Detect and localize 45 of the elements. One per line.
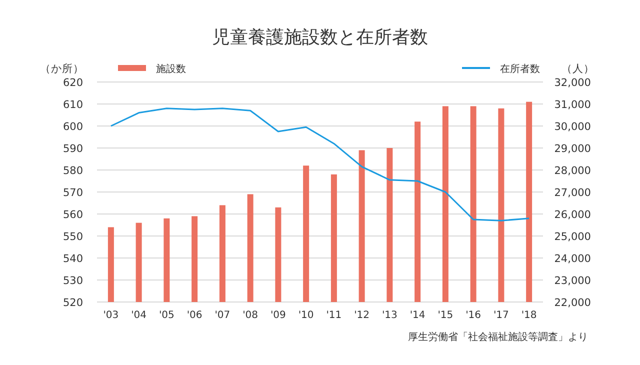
x-tick-label: '03 [103,310,119,321]
x-tick-label: '05 [158,310,174,321]
y2-tick-label: 32,000 [554,77,591,89]
y2-tick-label: 24,000 [554,253,591,265]
y-tick-label: 540 [62,253,83,265]
x-tick-label: '04 [131,310,147,321]
x-tick-label: '09 [270,310,286,321]
y2-tick-label: 30,000 [554,121,591,133]
x-tick-label: '18 [521,310,537,321]
y2-axis-title: （人） [562,63,594,75]
y2-tick-label: 31,000 [554,99,591,111]
y-tick-label: 580 [62,165,83,177]
x-tick-label: '14 [410,310,426,321]
legend-label: 在所者数 [500,63,540,75]
text: 厚生労働省「社会福祉施設等調査」より [408,331,588,343]
y2-tick-label: 29,000 [554,143,591,155]
x-tick-label: '16 [466,310,482,321]
y-axis-title: （か所） [40,62,84,75]
x-tick-label: '08 [242,310,258,321]
x-tick-label: '17 [493,310,509,321]
y2-tick-label: 28,000 [554,165,591,177]
y-tick-label: 590 [62,143,83,155]
x-tick-label: '12 [354,310,370,321]
x-tick-label: '15 [438,310,454,321]
y-tick-label: 570 [62,187,83,199]
y-tick-label: 600 [62,121,83,133]
chart-title: 児童養護施設数と在所者数 [212,27,428,48]
y2-tick-label: 26,000 [554,209,591,221]
x-tick-label: '13 [382,310,398,321]
y-tick-label: 530 [62,275,83,287]
x-tick-label: '11 [326,310,342,321]
y-tick-label: 520 [62,297,83,309]
y2-tick-label: 27,000 [554,187,591,199]
y-tick-label: 620 [62,77,83,89]
y2-tick-label: 25,000 [554,231,591,243]
y2-tick-label: 22,000 [554,297,591,309]
x-tick-label: '07 [214,310,230,321]
line-series [110,108,530,222]
y2-tick-label: 23,000 [554,275,591,287]
x-tick-label: '06 [186,310,202,321]
x-tick-label: '10 [298,310,314,321]
legend-label: 施設数 [156,63,186,75]
y-tick-label: 610 [62,99,83,111]
y-tick-label: 560 [62,209,83,221]
y-tick-label: 550 [62,231,83,243]
